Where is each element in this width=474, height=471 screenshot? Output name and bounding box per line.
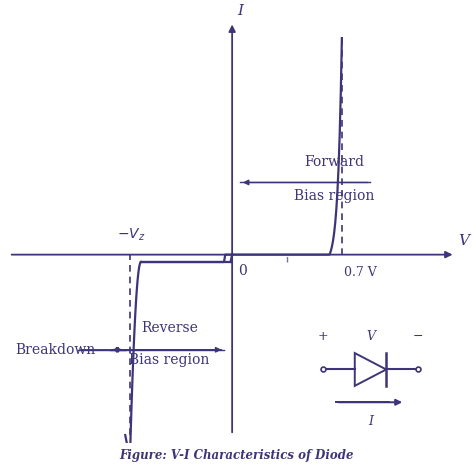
Text: I: I <box>368 415 373 429</box>
Text: Breakdown: Breakdown <box>15 343 95 357</box>
Text: −: − <box>412 330 423 343</box>
Text: 0.7 V: 0.7 V <box>344 266 376 279</box>
Text: I: I <box>237 4 243 18</box>
Text: $-V_z$: $-V_z$ <box>117 227 146 243</box>
Text: 0: 0 <box>238 265 247 278</box>
Text: Bias region: Bias region <box>129 353 210 367</box>
Text: Reverse: Reverse <box>141 321 198 335</box>
Text: Figure: V-I Characteristics of Diode: Figure: V-I Characteristics of Diode <box>120 448 354 462</box>
Text: +: + <box>318 330 328 343</box>
Text: V: V <box>458 234 470 248</box>
Text: Bias region: Bias region <box>294 189 374 203</box>
Text: Forward: Forward <box>304 155 365 170</box>
Text: V: V <box>366 330 375 343</box>
